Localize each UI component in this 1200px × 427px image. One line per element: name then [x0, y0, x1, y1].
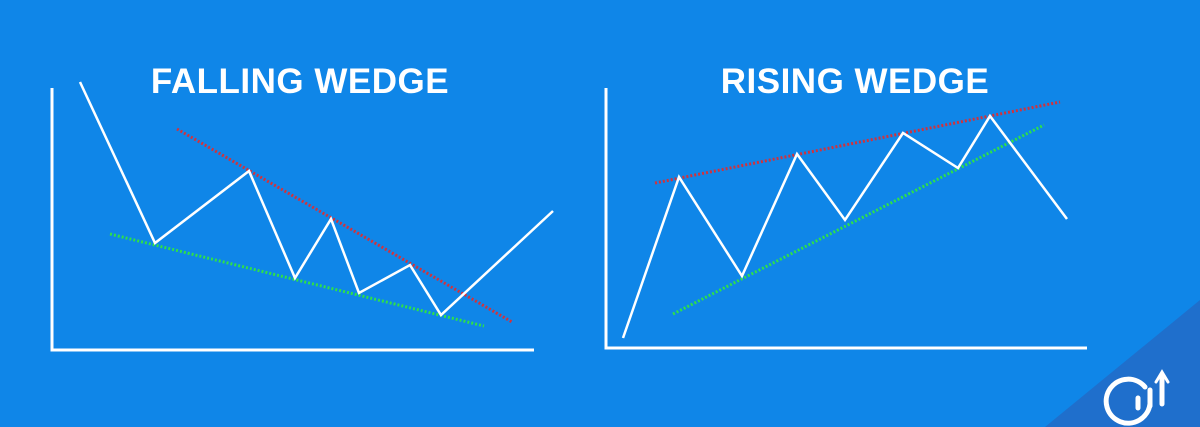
falling-wedge-title: FALLING WEDGE [150, 62, 450, 101]
rising-wedge-chart [604, 88, 1087, 350]
bar-chart-arrow-logo-icon [1103, 369, 1170, 426]
falling-wedge-resistance-line [176, 127, 513, 324]
rising-wedge-resistance-line [654, 100, 1061, 185]
falling-wedge-support-line [109, 232, 485, 328]
falling-wedge-chart [50, 81, 554, 352]
rising-wedge-title: RISING WEDGE [720, 62, 990, 101]
rising-wedge-support-line [672, 123, 1045, 316]
rising-wedge-axes [604, 88, 1087, 350]
falling-wedge-price-line [78, 81, 554, 317]
corner-triangle [1045, 300, 1200, 427]
falling-wedge-axes [50, 88, 534, 352]
rising-wedge-price-line [621, 113, 1069, 339]
